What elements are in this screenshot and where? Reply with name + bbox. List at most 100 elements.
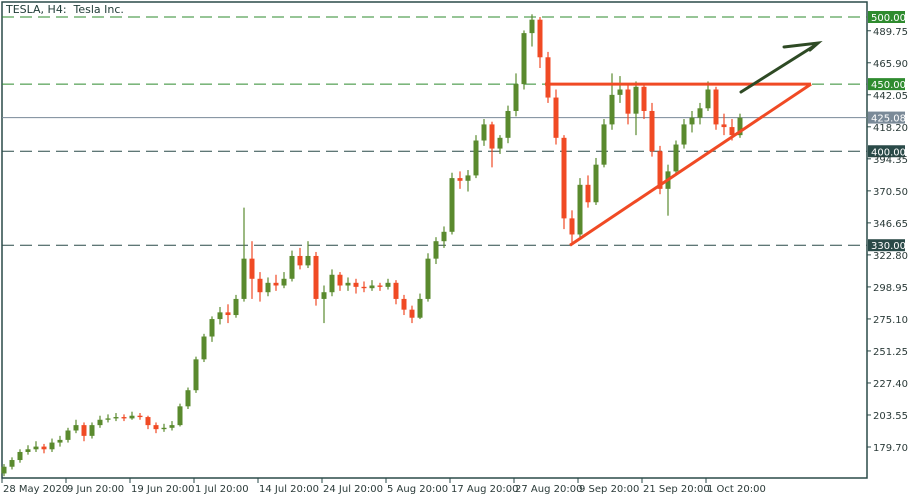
candle-bearish [537,19,543,58]
y-tick-label: 370.50 [873,187,908,198]
candle-bullish [161,427,167,430]
candle-bullish [521,33,527,85]
candle-bearish [361,286,367,289]
x-tick-label: 28 May 2020 [3,484,68,495]
x-tick-label: 1 Jul 20:00 [195,484,249,495]
candle-bullish [705,89,711,109]
y-tick-label: 418.20 [873,123,908,134]
x-tick-label: 19 Jun 20:00 [131,484,195,495]
candle-bearish [489,124,495,149]
candle-bullish [737,117,743,136]
candle-bearish [729,127,735,136]
y-tick-label: 275.10 [873,315,908,326]
level-label: 500.00 [871,13,906,24]
candle-bullish [345,282,351,286]
candle-bullish [529,19,535,34]
candle-bearish [377,285,383,287]
y-tick-label: 227.40 [873,379,908,390]
candle-bullish [201,336,207,360]
candle-bearish [569,218,575,235]
candle-bullish [305,255,311,266]
x-tick-label: 14 Jul 20:00 [259,484,319,495]
x-tick-label: 17 Aug 20:00 [451,484,518,495]
chart-frame [1,1,868,479]
candle-bullish [449,178,455,232]
candle-bullish [73,425,79,431]
candle-bearish [657,151,663,189]
candle-bullish [505,110,511,138]
candle-bullish [185,390,191,407]
candle-bearish [553,97,559,138]
candle-bearish [313,255,319,299]
y-tick-label: 465.90 [873,59,908,70]
y-tick-label: 251.25 [873,347,908,358]
candle-bearish [337,274,343,286]
candle-bullish [577,184,583,235]
candle-bullish [289,255,295,279]
candle-bullish [417,298,423,318]
candle-bullish [209,319,215,337]
candle-bullish [633,86,639,114]
candle-bullish [617,89,623,95]
candle-bullish [193,359,199,391]
candle-bullish [177,406,183,426]
level-label: 330.00 [871,241,906,252]
candle-bullish [681,124,687,145]
candle-bearish [41,446,47,450]
candle-bullish [481,124,487,141]
candle-bullish [49,442,55,450]
y-tick-label: 322.80 [873,251,908,262]
candle-bearish [713,89,719,125]
candle-bullish [321,292,327,299]
level-label-box [868,11,905,23]
y-tick-label: 203.55 [873,411,908,422]
y-tick-label: 442.05 [873,91,908,102]
candle-bearish [225,312,231,316]
candle-bullish [17,451,23,461]
candle-bullish [129,415,135,419]
candle-bearish [249,258,255,279]
candle-bearish [353,282,359,287]
candle-bearish [545,57,551,98]
current-price-box [868,111,905,124]
x-tick-label: 24 Jul 20:00 [323,484,383,495]
candle-bearish [721,124,727,128]
x-tick-label: 9 Sep 20:00 [579,484,639,495]
candle-bullish [697,108,703,118]
candle-bullish [433,241,439,259]
candle-bearish [137,415,143,418]
candle-bullish [609,94,615,125]
candle-bearish [409,309,415,318]
candle-bearish [625,89,631,114]
candle-bullish [265,282,271,293]
candle-bullish [25,449,31,452]
x-tick-label: 21 Sep 20:00 [643,484,710,495]
candle-bearish [393,282,399,299]
candle-bullish [473,140,479,176]
current-price-label: 425.08 [871,114,906,125]
level-label: 450.00 [871,80,906,91]
candle-bullish [673,144,679,172]
x-tick-label: 5 Aug 20:00 [387,484,448,495]
candle-bullish [497,137,503,149]
support-trendline [569,82,812,247]
candle-bullish [441,231,447,242]
candle-bullish [385,282,391,287]
candle-bullish [233,298,239,316]
candle-bullish [169,425,175,428]
candle-bullish [33,446,39,450]
candle-bearish [585,184,591,203]
candle-bearish [153,425,159,430]
candle-bullish [329,274,335,293]
candle-bearish [145,417,151,426]
candle-bullish [593,164,599,203]
y-tick-label: 179.70 [873,443,908,454]
candle-bullish [113,417,119,419]
candle-bullish [241,258,247,299]
level-label-box [868,145,905,158]
chart-title: TESLA, H4: Tesla Inc. [6,3,124,16]
candle-bullish [1,466,7,474]
candle-bullish [89,425,95,436]
